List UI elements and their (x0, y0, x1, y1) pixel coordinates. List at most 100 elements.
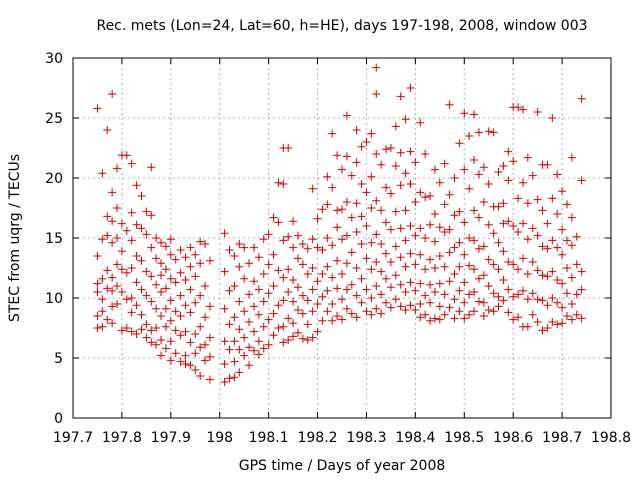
data-point (249, 346, 258, 355)
data-point (474, 274, 483, 283)
data-point (347, 248, 356, 257)
data-point (391, 122, 400, 131)
data-point (303, 320, 312, 329)
data-point (142, 207, 151, 216)
data-point (558, 225, 567, 234)
x-tick-label: 197.8 (102, 430, 142, 446)
data-point (352, 158, 361, 167)
data-point (108, 286, 117, 295)
data-point (484, 282, 493, 290)
data-point (567, 153, 576, 162)
data-point (181, 351, 190, 360)
data-point (225, 345, 234, 354)
data-point (562, 200, 571, 209)
data-point (538, 326, 547, 335)
data-point (411, 286, 420, 295)
data-point (357, 240, 366, 248)
data-point (113, 204, 122, 212)
data-point (132, 220, 141, 229)
data-point (391, 207, 400, 216)
data-point (494, 265, 503, 274)
data-point (577, 314, 586, 323)
data-point (504, 308, 513, 317)
data-point (494, 292, 503, 301)
data-point (137, 325, 146, 334)
data-point (426, 220, 435, 229)
data-point (553, 243, 562, 252)
data-point (518, 105, 527, 114)
data-point (117, 326, 126, 335)
data-point (103, 126, 112, 134)
data-point (323, 286, 332, 295)
data-point (440, 228, 449, 236)
data-point (548, 114, 557, 122)
data-point (323, 262, 332, 271)
data-point (98, 322, 107, 331)
data-point (396, 253, 405, 262)
data-point (122, 324, 131, 332)
data-point (201, 340, 210, 349)
chart-title: Rec. mets (Lon=24, Lat=60, h=HE), days 1… (96, 18, 587, 34)
data-point (372, 63, 381, 72)
data-point (293, 306, 302, 314)
data-point (572, 232, 581, 241)
data-point (191, 330, 200, 338)
data-point (230, 313, 239, 322)
data-point (450, 295, 459, 304)
data-point (548, 318, 557, 326)
data-point (416, 118, 425, 127)
data-point (157, 312, 166, 320)
data-point (494, 302, 503, 311)
data-point (313, 214, 322, 223)
data-point (122, 268, 131, 277)
data-point (152, 234, 161, 242)
data-point (494, 202, 503, 211)
data-point (562, 264, 571, 272)
data-point (225, 374, 234, 383)
data-point (308, 333, 317, 342)
data-point (117, 247, 126, 256)
data-point (514, 103, 523, 112)
data-point (401, 262, 410, 271)
data-point (245, 343, 254, 352)
data-point (132, 330, 141, 338)
data-point (391, 271, 400, 280)
data-point (230, 252, 239, 260)
data-point (186, 285, 195, 294)
data-point (284, 288, 293, 296)
data-point (391, 242, 400, 251)
data-point (357, 142, 366, 151)
data-point (455, 262, 464, 271)
data-point (509, 260, 518, 269)
data-point (445, 277, 454, 286)
data-point (161, 344, 170, 353)
data-point (259, 344, 268, 353)
data-point (533, 195, 542, 204)
data-point (342, 259, 351, 268)
data-point (279, 296, 288, 305)
data-point (274, 218, 283, 227)
data-point (372, 230, 381, 239)
data-point (474, 244, 483, 253)
data-point (269, 213, 278, 222)
data-point (440, 290, 449, 299)
data-point (553, 298, 562, 307)
data-point (279, 273, 288, 282)
data-point (367, 310, 376, 319)
data-point (235, 297, 244, 306)
data-point (518, 286, 527, 295)
data-point (318, 205, 327, 214)
data-point (245, 259, 254, 268)
data-point (240, 307, 249, 316)
data-point (465, 184, 474, 193)
data-point (450, 174, 459, 182)
data-point (435, 315, 444, 324)
data-point (235, 262, 244, 271)
data-point (328, 273, 337, 282)
data-point (357, 212, 366, 221)
data-point (543, 272, 552, 281)
data-point (411, 158, 420, 167)
data-point (235, 240, 244, 248)
data-point (396, 224, 405, 233)
data-point (479, 242, 488, 251)
